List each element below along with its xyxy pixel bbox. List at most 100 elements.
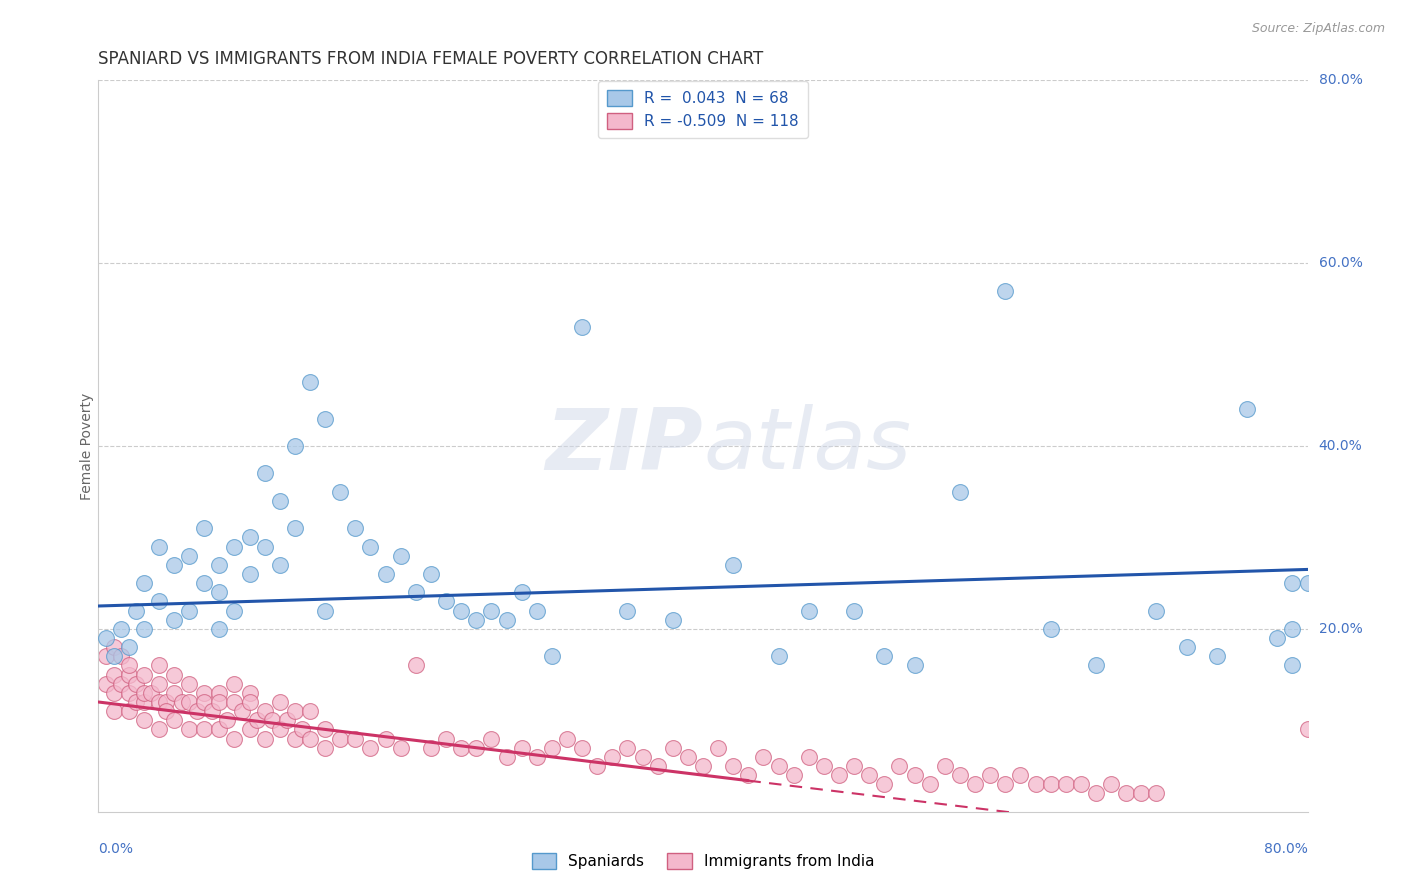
Point [752, 749, 775, 764]
Point [262, 714, 284, 728]
Point [163, 686, 186, 700]
Point [858, 768, 880, 782]
Point [1085, 658, 1108, 673]
Point [723, 759, 745, 773]
Text: 80.0%: 80.0% [1264, 842, 1308, 856]
Point [170, 695, 193, 709]
Point [224, 731, 246, 746]
Point [253, 540, 276, 554]
Text: Source: ZipAtlas.com: Source: ZipAtlas.com [1251, 22, 1385, 36]
Point [994, 777, 1017, 791]
Point [555, 731, 578, 746]
Point [723, 558, 745, 572]
Point [768, 759, 790, 773]
Point [1281, 658, 1303, 673]
Point [239, 723, 262, 737]
Point [979, 768, 1001, 782]
Point [132, 576, 155, 591]
Point [526, 749, 548, 764]
Point [179, 603, 201, 617]
Point [148, 658, 170, 673]
Point [844, 603, 866, 617]
Point [118, 658, 141, 673]
Point [269, 695, 291, 709]
Point [420, 567, 443, 582]
Point [389, 740, 412, 755]
Point [768, 649, 790, 664]
Point [434, 731, 457, 746]
Point [1144, 787, 1167, 801]
Point [1296, 576, 1319, 591]
Legend: Spaniards, Immigrants from India: Spaniards, Immigrants from India [526, 847, 880, 875]
Point [616, 603, 638, 617]
Point [110, 622, 132, 636]
Point [586, 759, 609, 773]
Point [1144, 603, 1167, 617]
Point [103, 686, 125, 700]
Point [1054, 777, 1077, 791]
Point [495, 613, 517, 627]
Point [904, 768, 927, 782]
Point [284, 704, 307, 718]
Point [1099, 777, 1122, 791]
Point [239, 686, 262, 700]
Point [737, 768, 759, 782]
Point [616, 740, 638, 755]
Point [949, 768, 972, 782]
Point [1236, 402, 1258, 417]
Point [465, 613, 488, 627]
Point [299, 731, 322, 746]
Point [179, 549, 201, 563]
Point [481, 731, 503, 746]
Point [299, 375, 322, 389]
Point [208, 585, 231, 599]
Point [125, 603, 148, 617]
Point [224, 603, 246, 617]
Text: 40.0%: 40.0% [1319, 439, 1362, 453]
Point [602, 749, 624, 764]
Point [163, 613, 186, 627]
Point [132, 667, 155, 681]
Point [661, 613, 683, 627]
Point [389, 549, 412, 563]
Point [661, 740, 683, 755]
Point [465, 740, 488, 755]
Point [676, 749, 699, 764]
Point [208, 558, 231, 572]
Point [783, 768, 806, 782]
Point [208, 695, 231, 709]
Point [434, 594, 457, 608]
Point [201, 704, 224, 718]
Point [118, 640, 141, 655]
Point [344, 521, 367, 535]
Point [103, 649, 125, 664]
Point [374, 567, 396, 582]
Point [540, 649, 562, 664]
Point [314, 603, 336, 617]
Point [299, 704, 322, 718]
Point [208, 686, 231, 700]
Point [329, 731, 352, 746]
Point [540, 740, 562, 755]
Point [118, 704, 141, 718]
Point [1130, 787, 1153, 801]
Point [155, 704, 177, 718]
Text: 20.0%: 20.0% [1319, 622, 1362, 636]
Point [132, 686, 155, 700]
Point [631, 749, 654, 764]
Point [813, 759, 835, 773]
Point [269, 558, 291, 572]
Point [193, 576, 215, 591]
Point [224, 540, 246, 554]
Point [179, 723, 201, 737]
Point [934, 759, 956, 773]
Point [707, 740, 730, 755]
Point [481, 603, 503, 617]
Text: 60.0%: 60.0% [1319, 256, 1362, 270]
Point [103, 667, 125, 681]
Point [132, 695, 155, 709]
Point [193, 723, 215, 737]
Point [155, 695, 177, 709]
Point [208, 622, 231, 636]
Point [193, 695, 215, 709]
